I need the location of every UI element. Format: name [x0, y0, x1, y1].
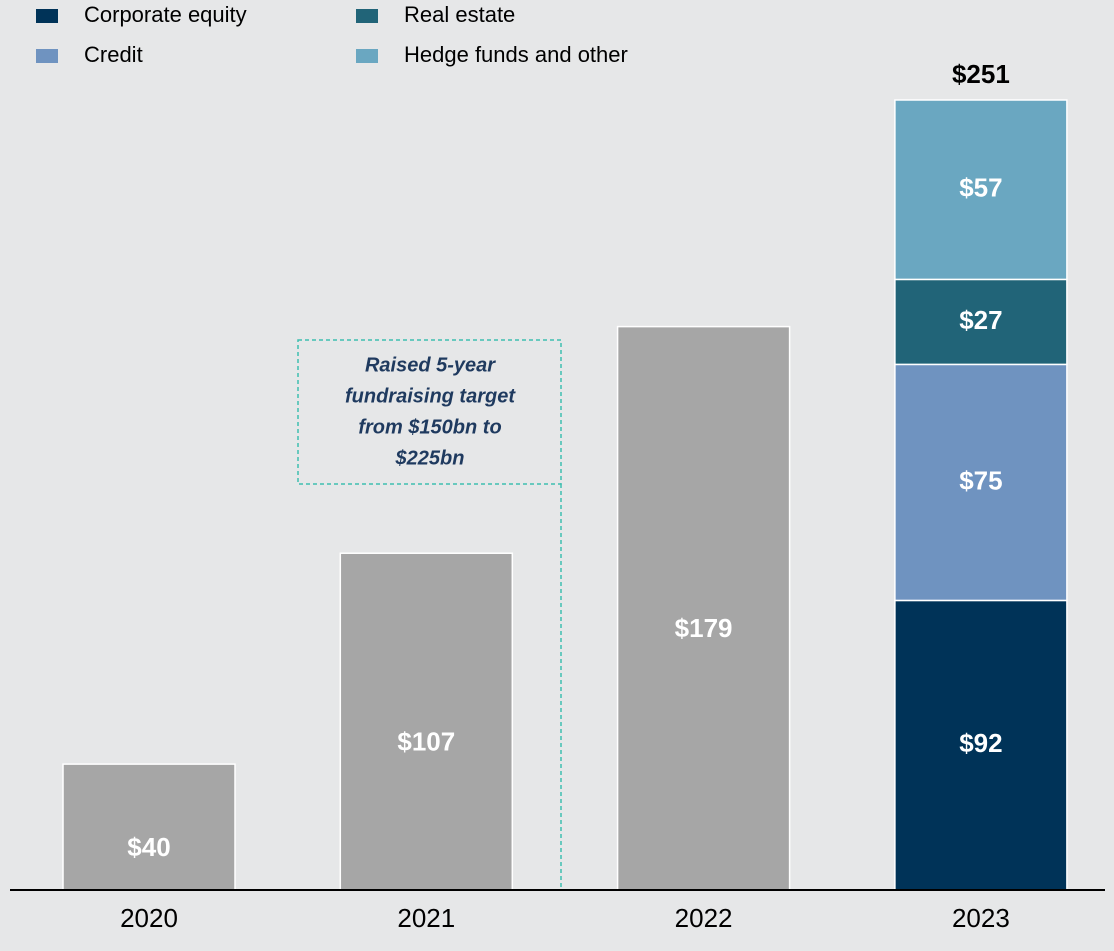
legend-swatch: [356, 49, 378, 63]
bar: [616, 325, 791, 891]
x-tick-label: 2020: [120, 903, 178, 933]
value-label: $179: [675, 613, 733, 643]
legend-label: Real estate: [404, 2, 515, 27]
x-tick-label: 2022: [675, 903, 733, 933]
annotation-text: from $150bn to: [358, 416, 501, 438]
value-label: $27: [959, 305, 1002, 335]
legend-swatch: [36, 49, 58, 63]
value-label: $107: [397, 726, 455, 756]
bar-segment: [894, 99, 1068, 281]
total-label: $251: [952, 59, 1010, 89]
bar-segment: [894, 363, 1068, 602]
x-tick-label: 2021: [397, 903, 455, 933]
value-label: $40: [127, 832, 170, 862]
bar: [339, 552, 514, 891]
annotation-box: [297, 339, 562, 485]
value-label: $57: [959, 173, 1002, 203]
annotation-text: fundraising target: [345, 385, 516, 407]
annotation-text: Raised 5-year: [365, 354, 496, 376]
x-tick-label: 2023: [952, 903, 1010, 933]
legend-swatch: [356, 9, 378, 23]
annotation-text: $225bn: [395, 447, 465, 469]
legend-label: Hedge funds and other: [404, 42, 628, 67]
value-label: $92: [959, 728, 1002, 758]
legend-label: Corporate equity: [84, 2, 247, 27]
value-label: $75: [959, 465, 1002, 495]
bar: [62, 763, 236, 891]
legend-swatch: [36, 9, 58, 23]
legend-label: Credit: [84, 42, 143, 67]
